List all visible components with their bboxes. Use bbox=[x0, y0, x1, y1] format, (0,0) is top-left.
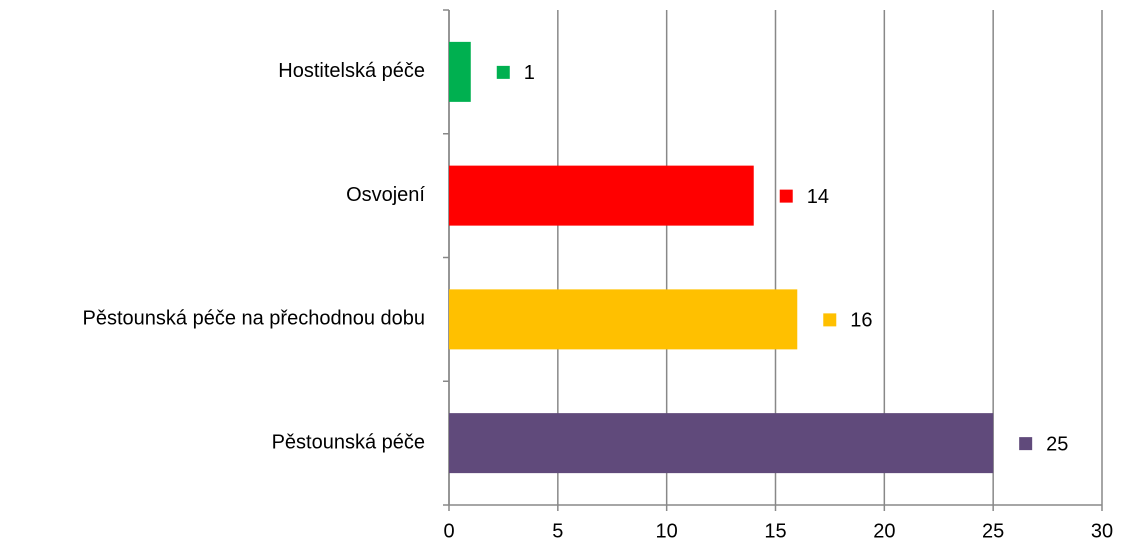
y-tick-label: Hostitelská péče bbox=[278, 60, 425, 82]
x-tick-label: 25 bbox=[982, 520, 1004, 542]
label-key bbox=[779, 189, 793, 203]
label-key bbox=[823, 313, 837, 327]
bar bbox=[449, 41, 471, 102]
data-label: 16 bbox=[850, 310, 872, 332]
data-label: 14 bbox=[807, 186, 829, 208]
y-tick-label: Pěstounská péče na přechodnou dobu bbox=[83, 308, 426, 330]
bar bbox=[449, 289, 798, 350]
x-tick-label: 30 bbox=[1091, 520, 1113, 542]
bar bbox=[449, 413, 994, 474]
bar bbox=[449, 165, 754, 226]
x-tick-label: 0 bbox=[443, 520, 454, 542]
y-tick-label: Pěstounská péče bbox=[272, 431, 425, 453]
data-label: 25 bbox=[1046, 433, 1068, 455]
y-tick-label: Osvojení bbox=[346, 184, 425, 206]
x-tick-label: 10 bbox=[656, 520, 678, 542]
x-tick-label: 20 bbox=[873, 520, 895, 542]
x-tick-label: 5 bbox=[552, 520, 563, 542]
x-tick-label: 15 bbox=[764, 520, 786, 542]
data-label: 1 bbox=[524, 62, 535, 84]
label-key bbox=[1019, 437, 1033, 451]
label-key bbox=[496, 65, 510, 79]
